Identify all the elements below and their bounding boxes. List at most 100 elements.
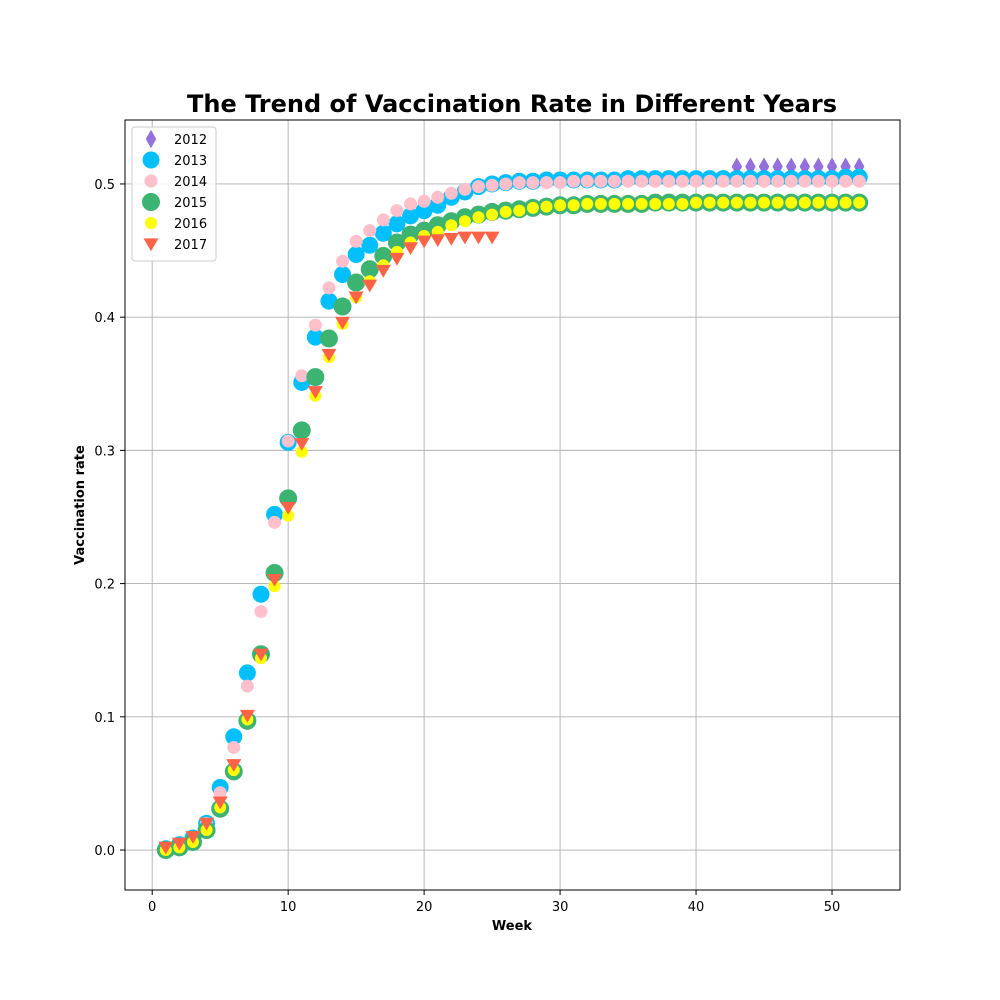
y-tick-label: 0.2	[94, 578, 115, 593]
data-point-2016	[581, 197, 594, 210]
data-point-2014	[363, 224, 377, 238]
data-point-2014	[322, 281, 336, 295]
x-tick-label: 0	[148, 900, 156, 915]
data-point-2014	[621, 174, 635, 188]
data-point-2017	[430, 234, 446, 248]
data-point-2016	[295, 445, 308, 458]
data-point-2014	[703, 174, 717, 188]
data-point-2014	[417, 194, 431, 208]
legend-marker-2014	[144, 174, 158, 188]
data-point-2016	[703, 196, 716, 209]
legend-label: 2016	[174, 217, 207, 232]
data-point-2016	[649, 197, 662, 210]
data-point-2013	[374, 224, 392, 242]
data-point-2017	[321, 348, 337, 362]
data-point-2016	[690, 196, 703, 209]
data-point-2016	[717, 196, 730, 209]
data-point-2013	[347, 246, 365, 264]
data-point-2016	[608, 197, 621, 210]
data-point-2016	[812, 196, 825, 209]
data-point-2014	[281, 434, 295, 448]
data-point-2017	[457, 231, 473, 245]
data-point-2017	[348, 291, 364, 305]
data-point-2014	[472, 180, 486, 194]
data-point-2016	[853, 196, 866, 209]
data-point-2016	[635, 197, 648, 210]
data-point-2017	[212, 796, 228, 810]
y-tick-label: 0.0	[94, 844, 115, 859]
series-2017	[158, 231, 500, 855]
data-point-2014	[648, 174, 662, 188]
data-point-2015	[319, 329, 338, 348]
y-tick-label: 0.5	[94, 178, 115, 193]
data-point-2015	[306, 368, 325, 387]
plot-frame	[124, 119, 901, 891]
data-point-2016	[567, 199, 580, 212]
data-point-2016	[676, 197, 689, 210]
data-point-2014	[743, 174, 757, 188]
data-point-2016	[499, 205, 512, 218]
data-point-2012	[786, 157, 797, 176]
data-point-2013	[320, 292, 338, 310]
y-axis-label: Vaccination rate	[73, 445, 88, 565]
legend-label: 2013	[174, 154, 207, 169]
legend-marker-2017	[143, 238, 159, 252]
data-point-2016	[540, 200, 553, 213]
series-2016	[159, 196, 866, 857]
data-point-2014	[268, 515, 282, 529]
data-point-2014	[512, 176, 526, 190]
data-point-2014	[662, 174, 676, 188]
x-tick-label: 50	[824, 900, 841, 915]
data-point-2017	[362, 279, 378, 293]
x-axis: 0 10 20 30 40 50	[148, 890, 840, 915]
y-tick-label: 0.1	[94, 711, 115, 726]
x-tick-label: 40	[688, 900, 705, 915]
data-point-2014	[730, 174, 744, 188]
data-point-2013	[238, 664, 256, 682]
legend-label: 2012	[174, 133, 207, 148]
data-point-2016	[662, 197, 675, 210]
data-point-2013	[402, 207, 420, 225]
data-point-2016	[526, 201, 539, 214]
data-point-2016	[771, 196, 784, 209]
data-point-2017	[416, 235, 432, 249]
data-point-2014	[635, 174, 649, 188]
data-point-2013	[361, 236, 379, 254]
x-tick-label: 30	[552, 900, 569, 915]
data-point-2016	[826, 196, 839, 209]
data-point-2014	[485, 178, 499, 192]
legend-marker-2013	[142, 151, 160, 169]
data-point-2017	[389, 252, 405, 266]
data-point-2016	[622, 197, 635, 210]
data-point-2017	[280, 502, 296, 515]
data-point-2014	[336, 254, 350, 268]
data-point-2013	[306, 328, 324, 346]
data-point-2012	[731, 157, 743, 176]
x-tick-label: 10	[280, 900, 297, 915]
data-point-2017	[443, 232, 459, 246]
data-point-2016	[445, 219, 458, 232]
data-point-2016	[486, 208, 499, 221]
data-point-2014	[308, 318, 322, 332]
data-point-2017	[335, 316, 351, 330]
legend-marker-2012	[145, 129, 157, 149]
data-point-2014	[254, 605, 268, 619]
data-point-2016	[730, 196, 743, 209]
data-points	[156, 157, 869, 860]
y-tick-label: 0.3	[94, 444, 115, 459]
data-point-2016	[472, 211, 485, 224]
data-point-2015	[387, 233, 406, 252]
data-point-2014	[594, 174, 608, 188]
y-tick-label: 0.4	[94, 311, 115, 326]
data-point-2017	[253, 648, 269, 662]
legend-label: 2014	[174, 175, 207, 190]
data-point-2016	[839, 196, 852, 209]
data-point-2015	[374, 246, 393, 265]
data-point-2015	[292, 421, 311, 440]
x-axis-label: Week	[492, 919, 533, 934]
data-point-2014	[798, 174, 812, 188]
data-point-2016	[594, 197, 607, 210]
data-point-2014	[839, 174, 853, 188]
data-point-2017	[294, 438, 310, 451]
